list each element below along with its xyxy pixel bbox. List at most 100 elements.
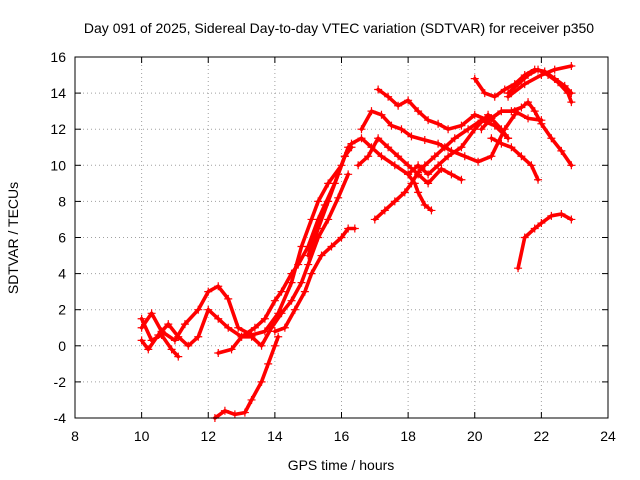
- data-point: [567, 161, 576, 170]
- data-point: [434, 119, 443, 128]
- data-point: [437, 164, 446, 173]
- data-point: [390, 161, 399, 170]
- data-point: [517, 152, 526, 161]
- data-point: [214, 314, 223, 323]
- data-point: [277, 287, 286, 296]
- data-point: [567, 215, 576, 224]
- data-point: [500, 85, 509, 94]
- data-point: [204, 305, 213, 314]
- data-point: [504, 92, 513, 101]
- data-point: [274, 332, 283, 341]
- data-point: [384, 92, 393, 101]
- data-point: [447, 146, 456, 155]
- data-point: [247, 332, 256, 341]
- series-line: [506, 67, 574, 104]
- data-point: [354, 161, 363, 170]
- series-line: [213, 335, 280, 420]
- data-point: [500, 125, 509, 134]
- series-track-p: [487, 134, 543, 184]
- data-point: [424, 179, 433, 188]
- series-track-k: [370, 116, 513, 224]
- x-tick-label: 12: [200, 428, 216, 444]
- series-line: [139, 145, 350, 343]
- data-point: [344, 170, 353, 179]
- data-point: [147, 309, 156, 318]
- data-point: [290, 305, 299, 314]
- data-point: [480, 89, 489, 98]
- data-point: [374, 85, 383, 94]
- data-point: [300, 287, 309, 296]
- data-point: [317, 251, 326, 260]
- data-point: [527, 161, 536, 170]
- y-tick-label: -2: [54, 374, 67, 390]
- data-series-group: [137, 62, 576, 422]
- data-point: [144, 345, 153, 354]
- data-point: [224, 323, 233, 332]
- data-point: [357, 134, 366, 143]
- data-point: [517, 103, 526, 112]
- series-line: [273, 226, 357, 334]
- data-point: [507, 107, 516, 116]
- x-tick-label: 22: [534, 428, 550, 444]
- data-point: [324, 197, 333, 206]
- data-point: [227, 345, 236, 354]
- data-point: [520, 80, 529, 89]
- data-point: [524, 114, 533, 123]
- data-point: [294, 260, 303, 269]
- y-axis-label: SDTVAR / TECUs: [5, 182, 21, 294]
- series-track-r: [514, 210, 576, 273]
- data-point: [157, 330, 166, 339]
- data-point: [297, 278, 306, 287]
- data-point: [524, 71, 533, 80]
- data-point: [470, 74, 479, 83]
- data-point: [350, 224, 359, 233]
- series-line: [306, 113, 510, 258]
- data-point: [380, 206, 389, 215]
- data-point: [434, 139, 443, 148]
- data-point: [314, 224, 323, 233]
- data-point: [524, 98, 533, 107]
- data-point: [327, 242, 336, 251]
- data-point: [224, 294, 233, 303]
- data-point: [490, 121, 499, 130]
- x-tick-label: 16: [334, 428, 350, 444]
- series-track-f: [270, 224, 359, 336]
- series-line: [489, 136, 540, 182]
- data-point: [304, 251, 313, 260]
- data-point: [287, 269, 296, 278]
- data-point: [370, 215, 379, 224]
- series-line: [359, 109, 517, 164]
- data-point: [270, 327, 279, 336]
- data-point: [287, 296, 296, 305]
- data-point: [147, 336, 156, 345]
- data-point: [167, 345, 176, 354]
- data-point: [497, 107, 506, 116]
- x-axis-label: GPS time / hours: [288, 457, 395, 473]
- data-point: [567, 98, 576, 107]
- data-point: [307, 269, 316, 278]
- data-point: [554, 78, 563, 87]
- data-point: [514, 264, 523, 273]
- data-point: [170, 336, 179, 345]
- data-point: [470, 110, 479, 119]
- data-point: [234, 323, 243, 332]
- data-point: [444, 152, 453, 161]
- data-point: [444, 125, 453, 134]
- y-tick-label: 14: [50, 85, 66, 101]
- data-point: [337, 233, 346, 242]
- y-tick-label: 12: [50, 121, 66, 137]
- x-tick-label: 18: [400, 428, 416, 444]
- y-tick-label: 16: [50, 49, 66, 65]
- data-point: [287, 278, 296, 287]
- data-point: [184, 341, 193, 350]
- data-point: [390, 197, 399, 206]
- series-line: [139, 172, 350, 352]
- data-point: [490, 92, 499, 101]
- data-point: [400, 188, 409, 197]
- data-point: [404, 96, 413, 105]
- data-point: [564, 89, 573, 98]
- data-point: [304, 260, 313, 269]
- data-point: [420, 136, 429, 145]
- data-point: [270, 341, 279, 350]
- data-point: [474, 157, 483, 166]
